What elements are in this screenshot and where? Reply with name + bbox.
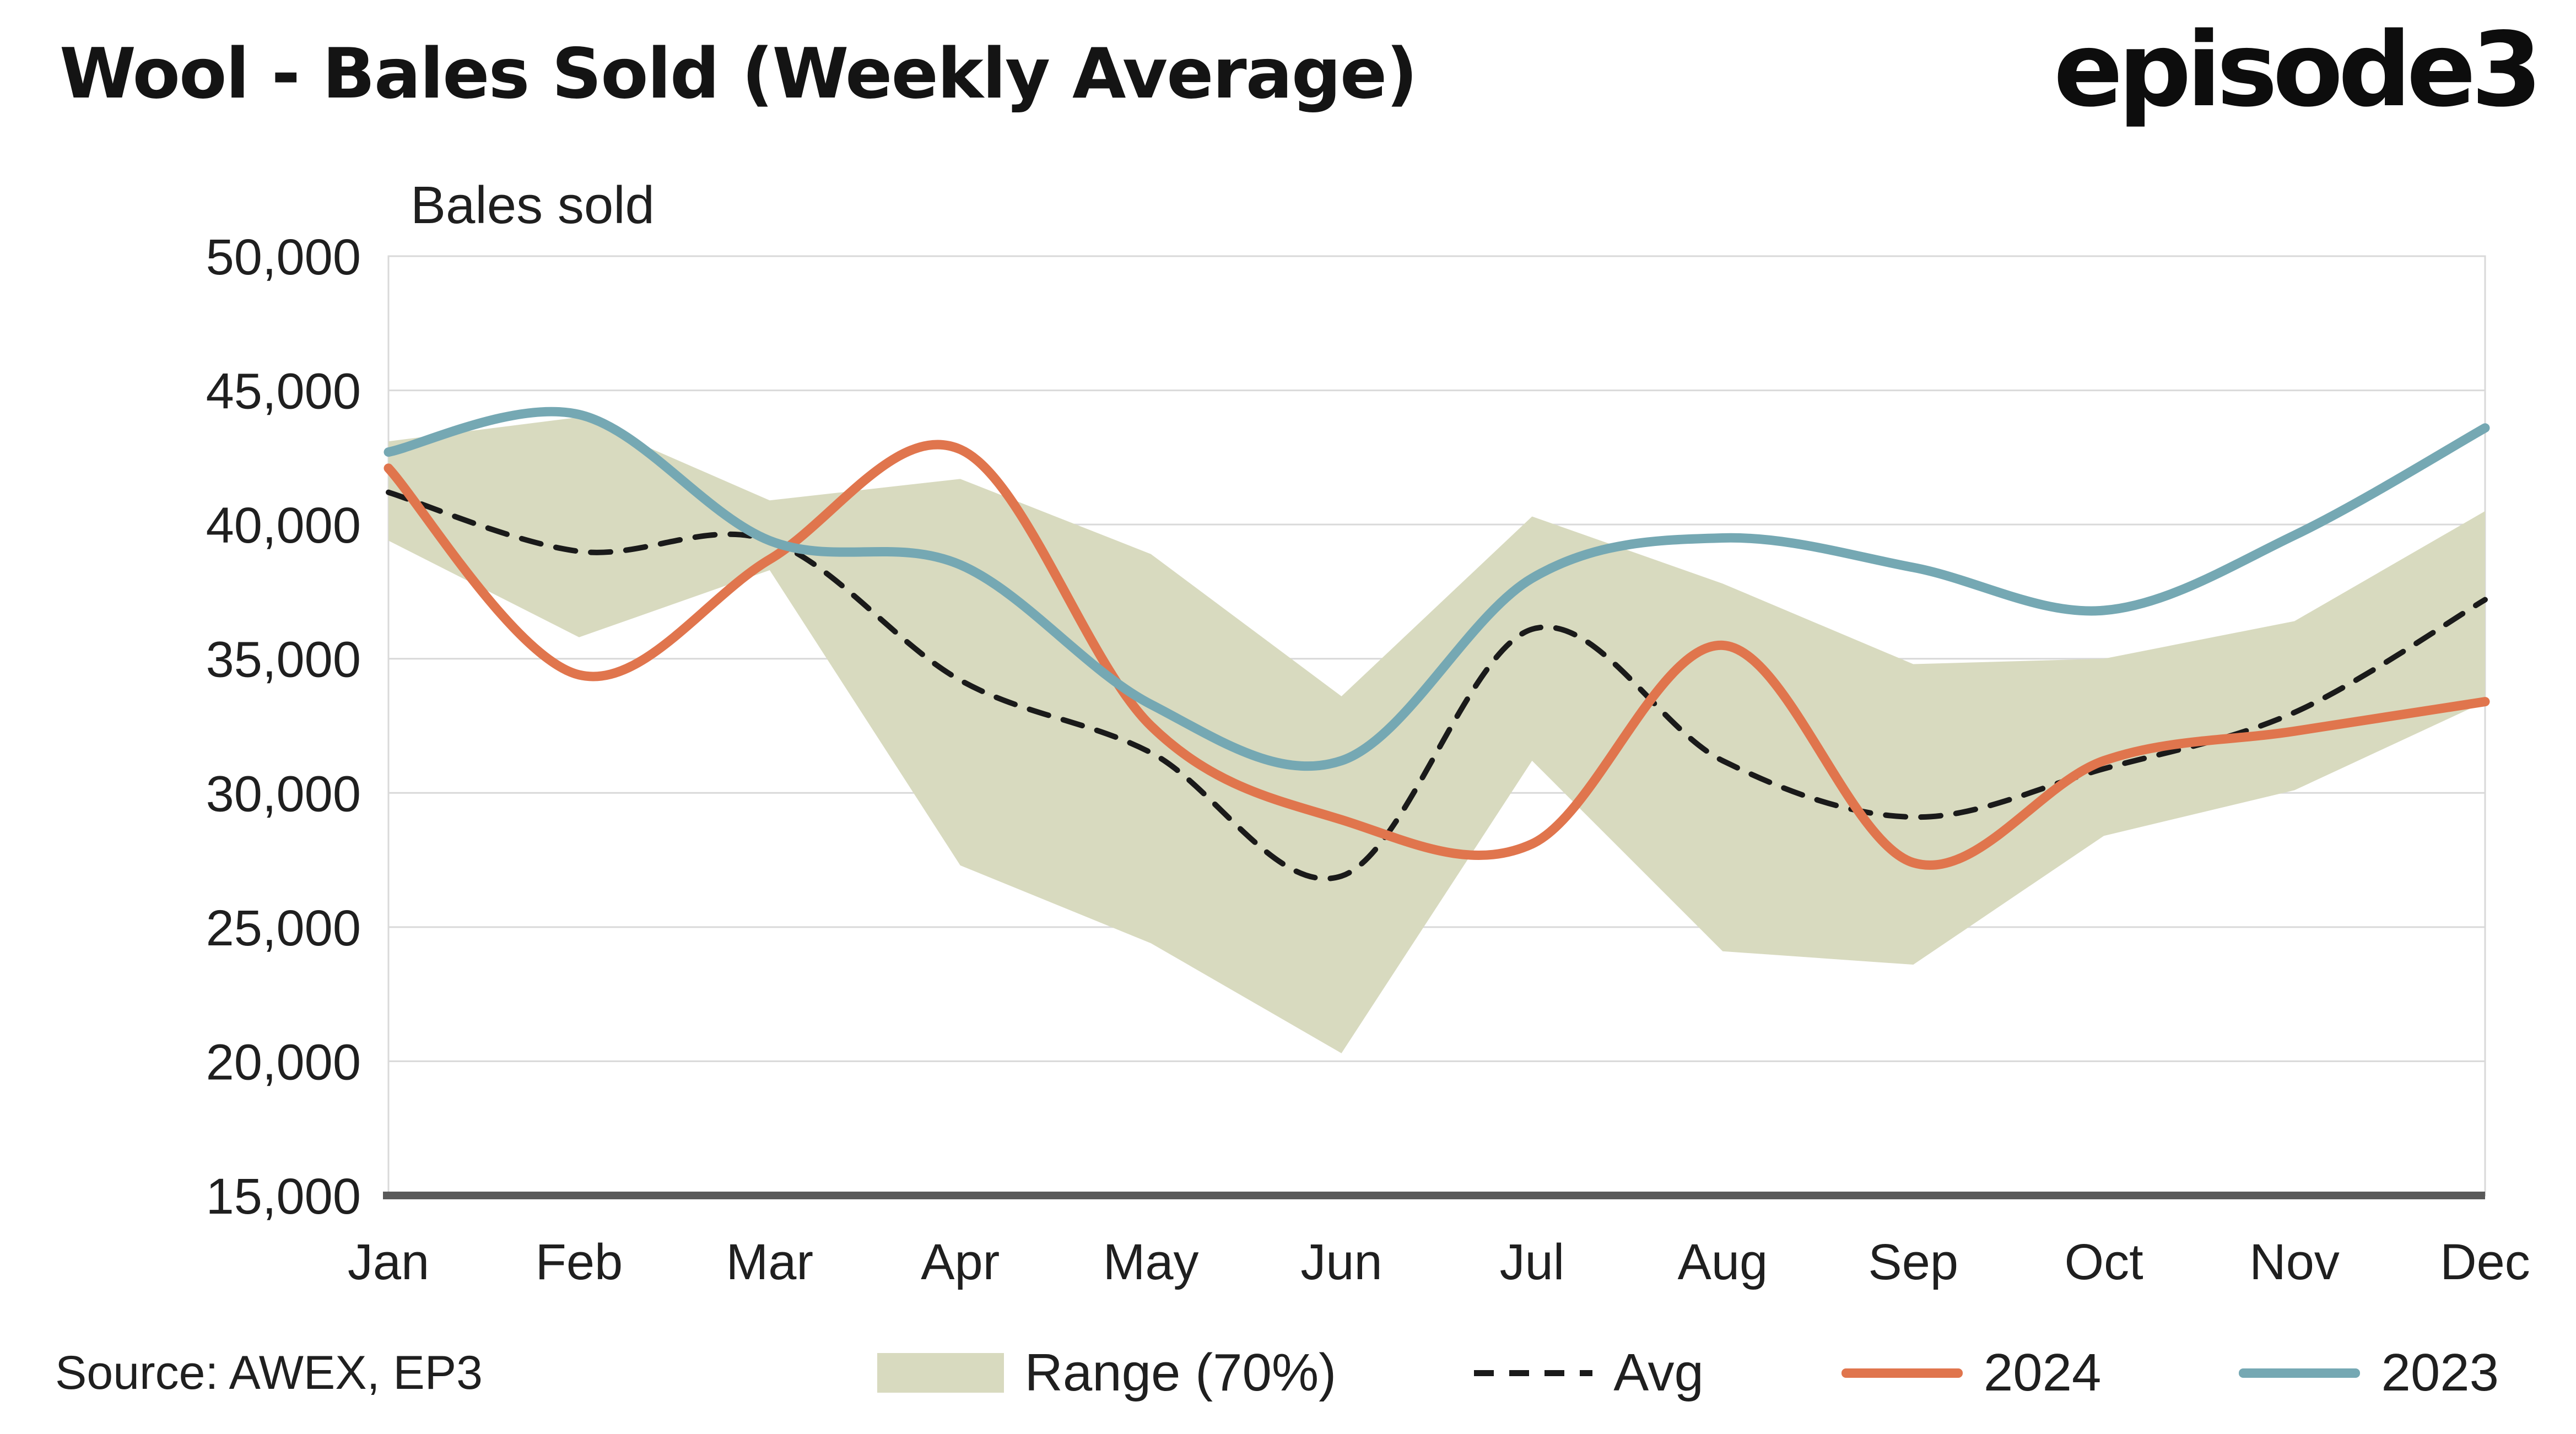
legend-label: 2023 — [2381, 1343, 2499, 1402]
source-note: Source: AWEX, EP3 — [55, 1346, 483, 1399]
legend-item-range-70: Range (70%) — [877, 1343, 1337, 1403]
legend-label: 2024 — [1983, 1343, 2102, 1402]
x-tick-label: Feb — [536, 1234, 623, 1290]
x-tick-label: Jan — [348, 1234, 429, 1290]
legend-item-2023: 2023 — [2239, 1343, 2499, 1403]
legend-item-2024: 2024 — [1841, 1343, 2102, 1403]
chart-legend: Range (70%) Avg 2024 2023 — [877, 1343, 2499, 1403]
bottom-bar: Source: AWEX, EP3 Range (70%) Avg 2024 2023 — [0, 1329, 2576, 1417]
x-tick-label: Aug — [1678, 1234, 1768, 1290]
x-tick-label: Jul — [1500, 1234, 1565, 1290]
legend-item-avg: Avg — [1474, 1343, 1704, 1403]
y-tick-label: 35,000 — [206, 632, 361, 688]
x-tick-label: Nov — [2249, 1234, 2340, 1290]
y-axis-title: Bales sold — [411, 176, 655, 235]
x-tick-label: Sep — [1868, 1234, 1958, 1290]
x-tick-label: Apr — [921, 1234, 1000, 1290]
legend-label: Avg — [1613, 1343, 1704, 1402]
y-tick-label: 20,000 — [206, 1034, 361, 1090]
legend-swatch-line — [1841, 1368, 1963, 1378]
legend-swatch-line — [2239, 1368, 2361, 1378]
series-line-2024 — [384, 440, 2490, 870]
y-tick-label: 25,000 — [206, 900, 361, 956]
x-tick-label: Oct — [2065, 1234, 2143, 1290]
episode3-logo: episode3 — [2053, 10, 2542, 129]
legend-swatch-band — [877, 1353, 1004, 1393]
y-tick-label: 15,000 — [206, 1168, 361, 1225]
series-line-2023 — [384, 407, 2490, 771]
x-tick-label: Dec — [2440, 1234, 2530, 1290]
x-tick-label: Mar — [726, 1234, 813, 1290]
x-tick-label: Jun — [1300, 1234, 1382, 1290]
y-tick-label: 45,000 — [206, 364, 361, 420]
y-tick-label: 30,000 — [206, 766, 361, 822]
legend-label: Range (70%) — [1024, 1343, 1337, 1402]
y-tick-label: 50,000 — [206, 229, 361, 285]
legend-swatch-dashed-line — [1474, 1370, 1593, 1376]
page-title: Wool - Bales Sold (Weekly Average) — [60, 33, 1418, 114]
x-tick-label: May — [1103, 1234, 1199, 1290]
y-tick-label: 40,000 — [206, 497, 361, 554]
range-band — [388, 417, 2485, 1053]
